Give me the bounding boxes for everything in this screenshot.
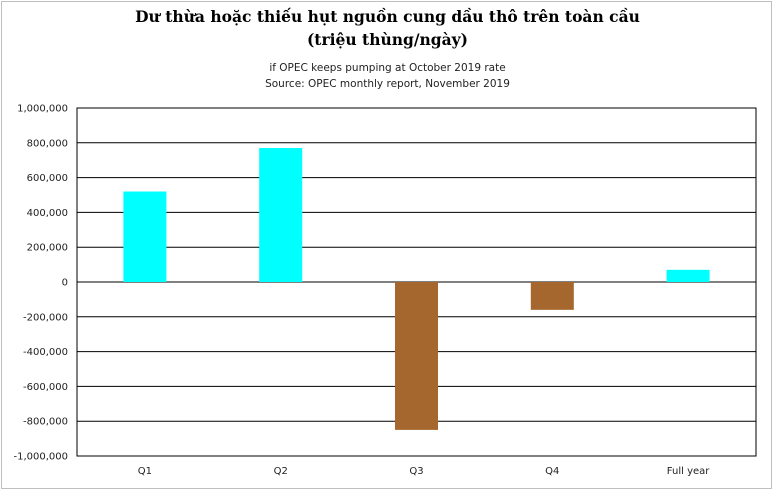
- bar: [123, 191, 167, 282]
- chart-title-line-2: (triệu thùng/ngày): [306, 30, 469, 49]
- bar: [259, 148, 303, 282]
- y-tick-label: 1,000,000: [17, 104, 68, 115]
- chart-subtitle-line-2: Source: OPEC monthly report, November 20…: [265, 78, 510, 90]
- chart-title-line-1: Dư thừa hoặc thiếu hụt nguồn cung dầu th…: [135, 7, 640, 26]
- y-tick-label: 600,000: [27, 173, 68, 184]
- x-tick-label: Full year: [667, 466, 710, 477]
- y-tick-label: -800,000: [23, 417, 68, 428]
- x-tick-label: Q1: [138, 466, 152, 477]
- bar: [395, 282, 438, 430]
- bar: [530, 282, 574, 310]
- y-tick-label: 400,000: [27, 208, 68, 219]
- y-tick-label: -600,000: [23, 382, 68, 393]
- chart-subtitle-line-1: if OPEC keeps pumping at October 2019 ra…: [269, 62, 506, 74]
- y-tick-label: 800,000: [27, 138, 68, 149]
- x-tick-label: Q3: [409, 466, 423, 477]
- x-tick-label: Q2: [274, 466, 288, 477]
- bar: [666, 269, 710, 282]
- y-tick-label: 200,000: [27, 243, 68, 254]
- y-tick-label: -1,000,000: [13, 452, 68, 463]
- x-tick-label: Q4: [545, 466, 559, 477]
- y-tick-label: 0: [62, 278, 68, 289]
- y-tick-label: -400,000: [23, 347, 68, 358]
- plot-area: [76, 107, 757, 457]
- y-tick-label: -200,000: [23, 312, 68, 323]
